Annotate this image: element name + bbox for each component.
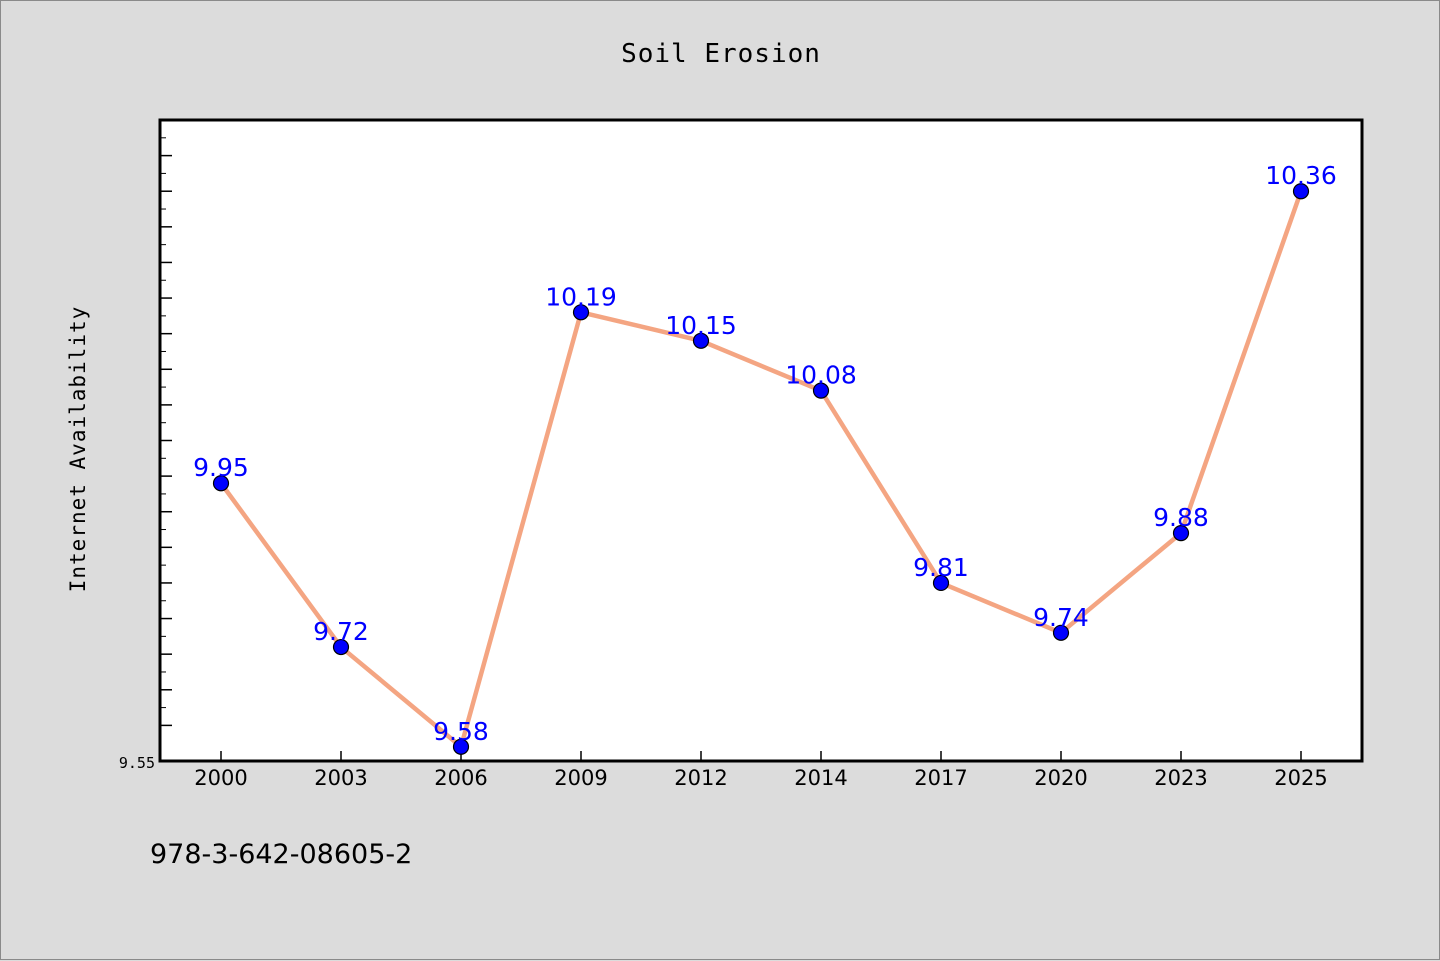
data-point — [1172, 524, 1190, 542]
chart-title: Soil Erosion — [621, 39, 821, 69]
data-point — [332, 638, 350, 656]
data-point — [452, 738, 470, 755]
data-point — [932, 574, 950, 592]
data-label: 9.81 — [913, 553, 969, 582]
plot-area — [158, 118, 1364, 763]
x-tick-label: 2023 — [1154, 766, 1207, 790]
data-point — [1052, 624, 1070, 641]
data-label: 9.58 — [433, 717, 489, 746]
data-label: 10.36 — [1265, 161, 1337, 190]
x-tick-label: 2006 — [434, 766, 487, 790]
x-axis-tick-labels: 2000 2003 2006 2009 2012 2014 2017 2020 2023 2025 — [194, 766, 1327, 790]
data-point — [212, 475, 230, 492]
isbn-text: 978-3-642-08605-2 — [150, 839, 412, 870]
data-label: 9.95 — [193, 453, 249, 482]
data-point — [1292, 183, 1310, 200]
y-axis-ticks — [160, 137, 172, 727]
x-tick-label: 2025 — [1274, 766, 1327, 790]
data-label: 9.72 — [313, 617, 369, 646]
series-0: 9.95 9.72 9.58 10.19 10.15 10.08 9.81 9.74 9.88 1… — [193, 161, 1337, 755]
data-label: 10.08 — [785, 361, 857, 390]
x-tick-label: 2012 — [674, 766, 727, 790]
y-tick-label: 9.55 — [119, 754, 155, 772]
data-label: 10.15 — [665, 311, 737, 340]
data-point — [692, 332, 710, 349]
data-point — [812, 382, 830, 399]
x-tick-label: 2020 — [1034, 766, 1087, 790]
x-axis-ticks — [220, 751, 1302, 761]
series-line — [218, 188, 1304, 750]
x-tick-label: 2000 — [194, 766, 247, 790]
data-label: 9.88 — [1153, 503, 1209, 532]
x-tick-label: 2017 — [914, 766, 967, 790]
data-point — [572, 304, 590, 321]
y-axis-label: Internet Availability — [66, 306, 90, 593]
x-tick-label: 2009 — [554, 766, 607, 790]
x-tick-label: 2003 — [314, 766, 367, 790]
x-tick-label: 2014 — [794, 766, 847, 790]
data-label: 10.19 — [545, 282, 617, 311]
data-label: 9.74 — [1033, 603, 1089, 632]
